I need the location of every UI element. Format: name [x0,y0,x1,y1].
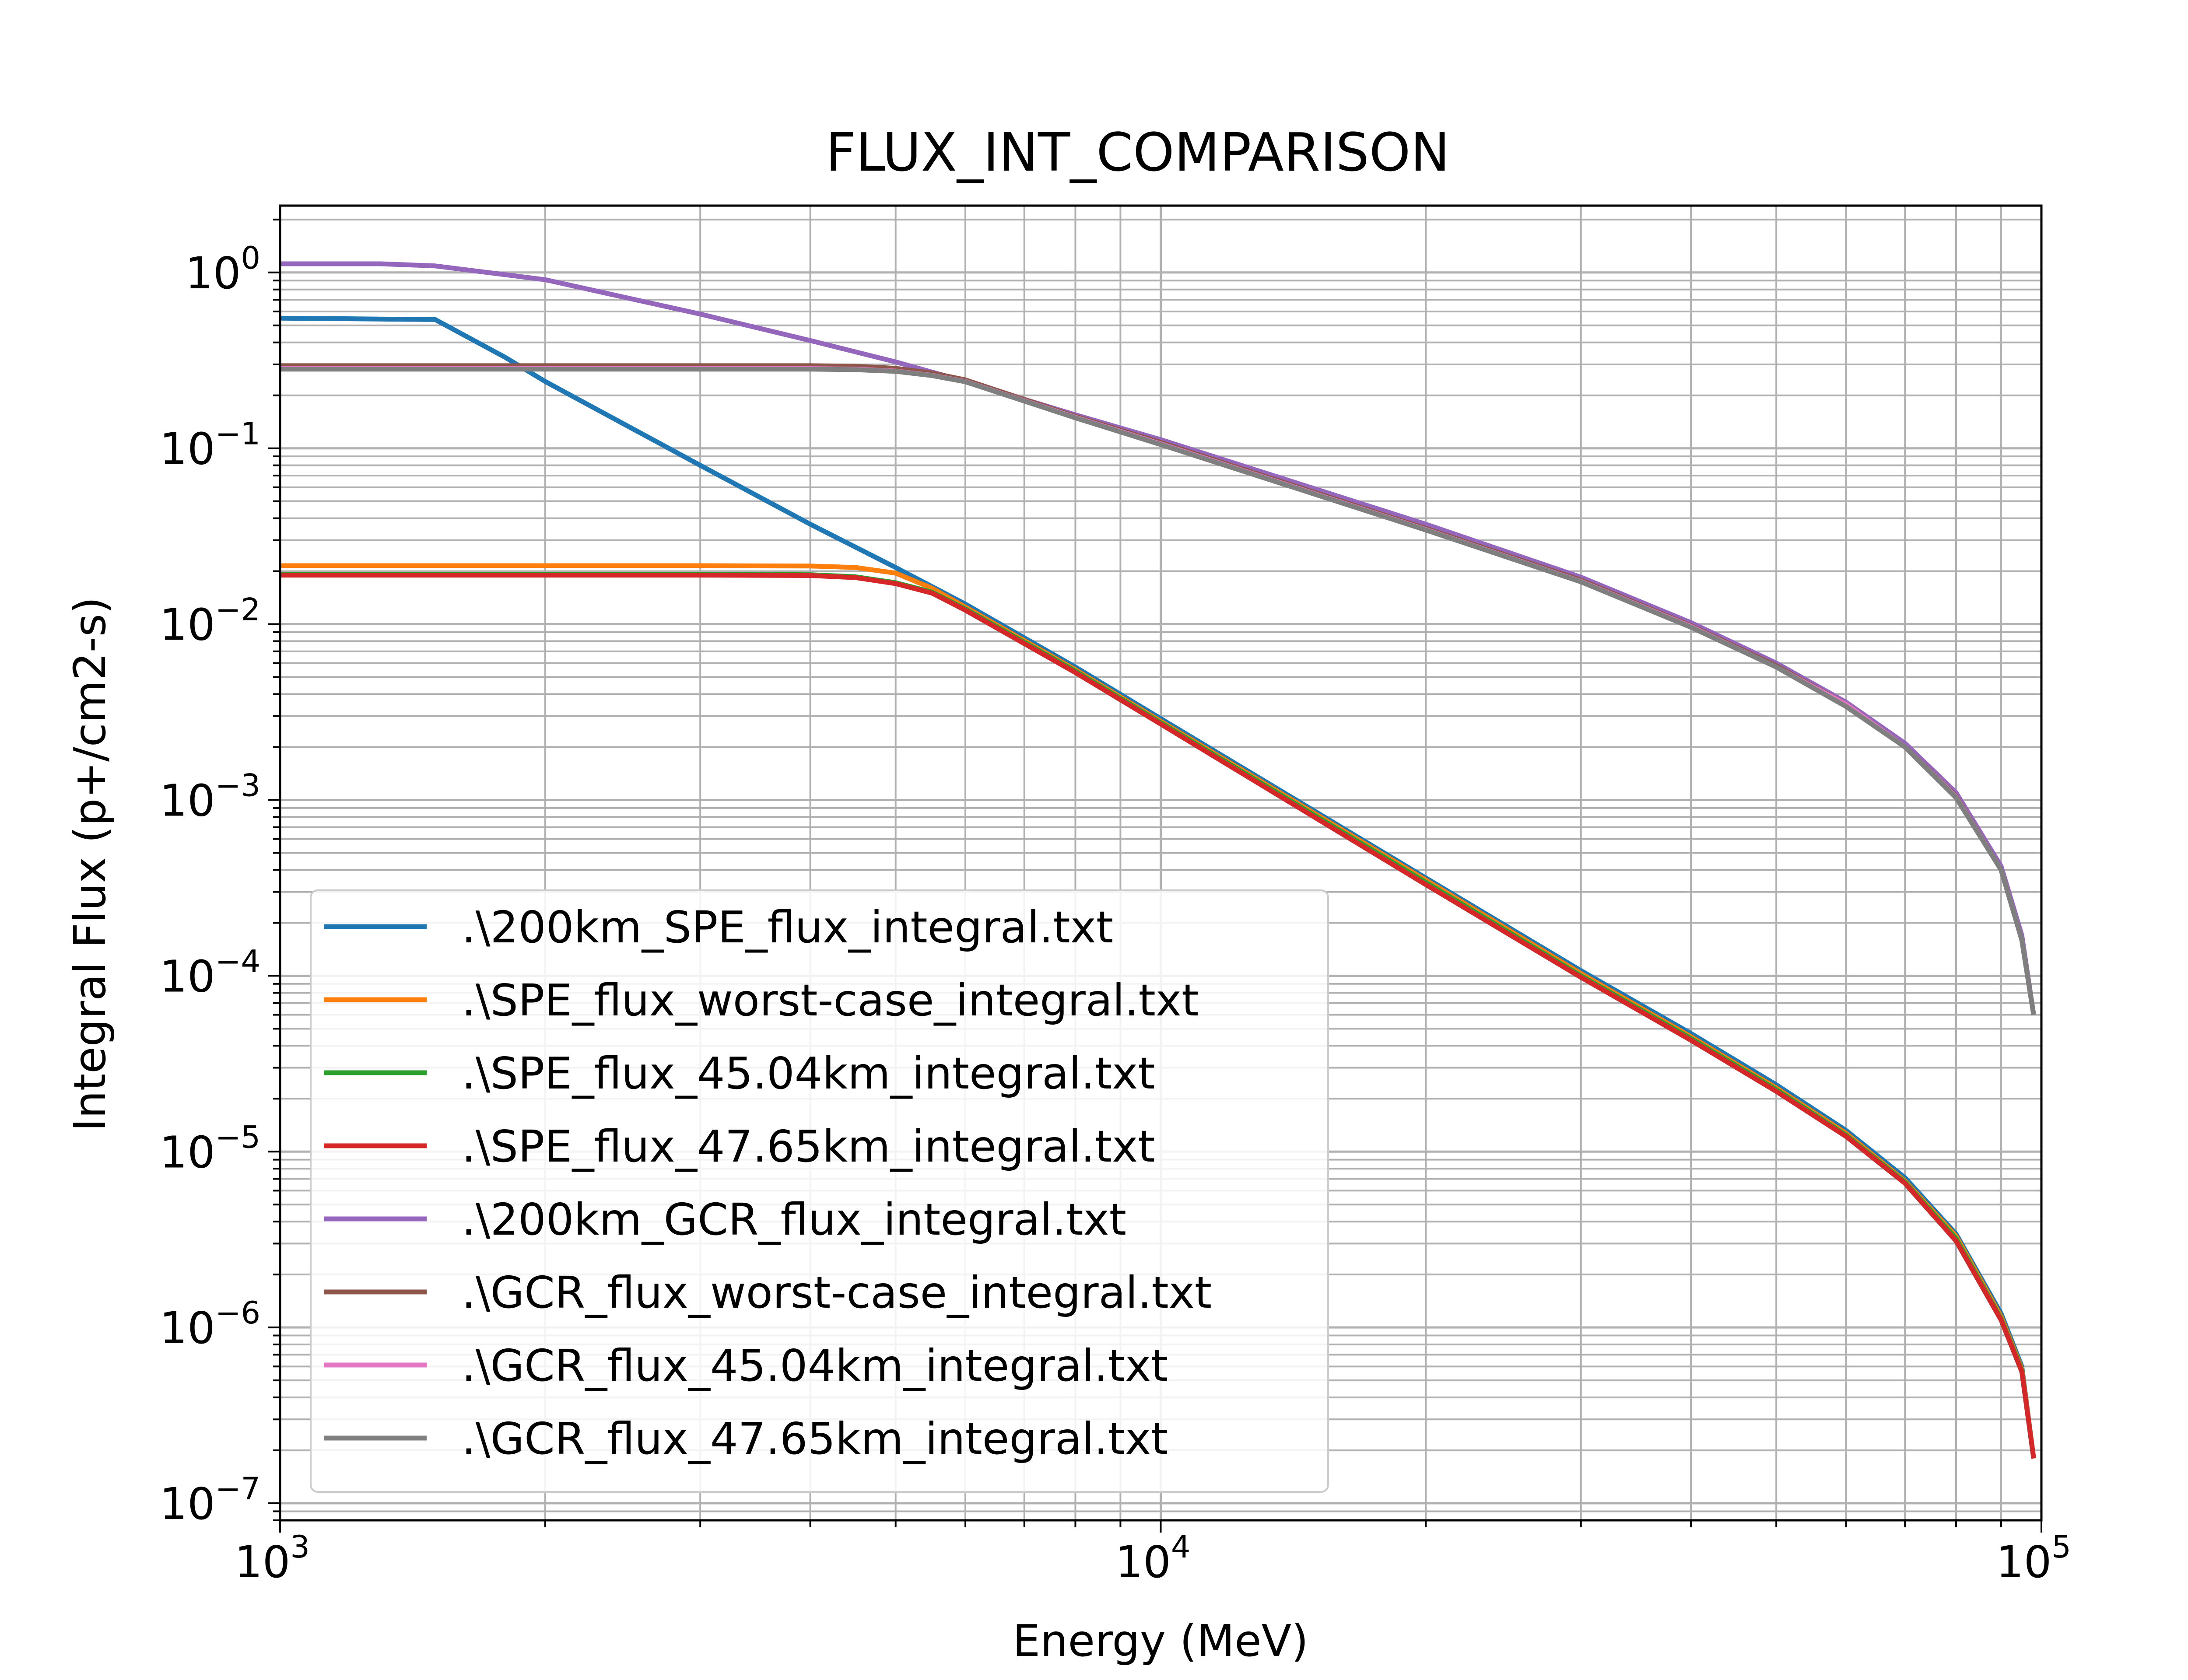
legend-label: .\GCR_flux_47.65km_integral.txt [462,1413,1168,1464]
x-axis-label: Energy (MeV) [1013,1615,1308,1666]
x-tick-labels: 103 104 105 [235,1529,2071,1588]
legend: .\200km_SPE_flux_integral.txt .\SPE_flux_… [310,889,1329,1493]
y-tick-labels: 100 10−1 10−2 10−3 10−4 10−5 10−6 10−7 [160,240,260,1530]
series-line-8 [280,367,2036,1015]
y-tick-label: 10−3 [160,767,260,826]
legend-label: .\200km_GCR_flux_integral.txt [462,1194,1126,1245]
y-tick-label: 10−7 [160,1471,260,1530]
y-tick-label: 10−6 [160,1295,260,1354]
series-line-5 [280,261,2036,1015]
legend-label: .\SPE_flux_47.65km_integral.txt [462,1121,1155,1172]
y-tick-label: 10−1 [160,416,260,475]
y-axis-label: Integral Flux (p+/cm2-s) [64,597,116,1131]
chart-title: FLUX_INT_COMPARISON [826,122,1450,183]
legend-items: .\200km_SPE_flux_integral.txt .\SPE_flux_… [324,902,1212,1464]
y-tick-label: 10−4 [160,943,260,1002]
y-tick-label: 10−5 [160,1119,260,1178]
legend-label: .\200km_SPE_flux_integral.txt [462,902,1113,953]
x-tick-label: 104 [1115,1529,1191,1588]
y-tick-label: 10−2 [160,592,260,651]
x-tick-label: 105 [1996,1529,2071,1588]
series-lines [280,261,2036,1459]
legend-box [310,889,1329,1493]
series-line-4 [280,573,2036,1459]
x-tick-label: 103 [235,1529,310,1588]
legend-label: .\GCR_flux_45.04km_integral.txt [462,1340,1168,1391]
y-tick-label: 100 [185,240,260,299]
legend-label: .\SPE_flux_45.04km_integral.txt [462,1048,1155,1099]
legend-label: .\GCR_flux_worst-case_integral.txt [462,1267,1212,1318]
legend-label: .\SPE_flux_worst-case_integral.txt [462,975,1199,1026]
axis-ticks [268,218,2042,1533]
